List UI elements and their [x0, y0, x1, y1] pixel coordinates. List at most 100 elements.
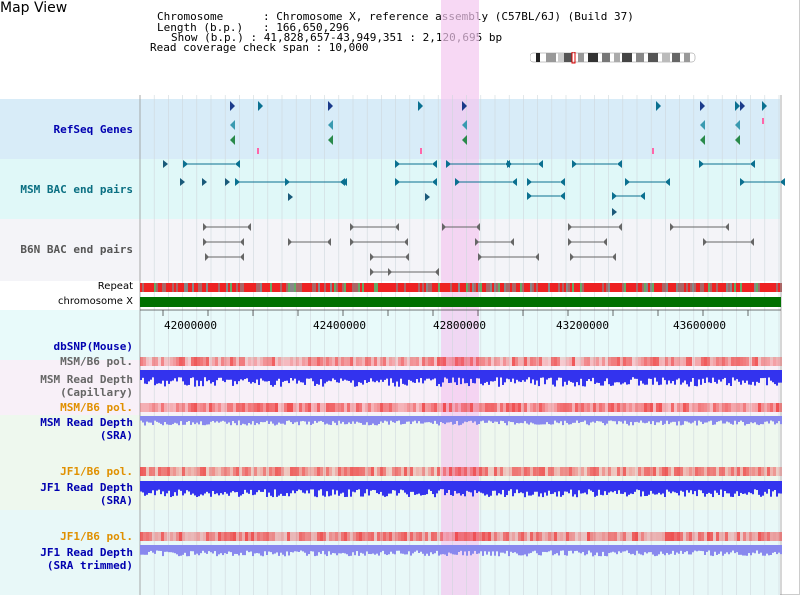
pol-heat-cell: [623, 532, 626, 541]
read-depth-bar: [266, 481, 268, 497]
repeat-segment: [494, 283, 496, 292]
pol-heat-cell: [434, 532, 437, 541]
pol-heat-cell: [251, 403, 254, 412]
read-depth-bar: [356, 416, 358, 422]
read-depth-bar: [772, 481, 774, 492]
pol-heat-cell: [431, 357, 434, 366]
read-depth-bar: [458, 370, 460, 378]
pol-heat-cell: [560, 403, 563, 412]
repeat-segment: [362, 283, 364, 292]
msm-bac-label[interactable]: MSM BAC end pairs: [20, 183, 133, 196]
pol-heat-cell: [305, 532, 308, 541]
pol-heat-cell: [518, 467, 521, 476]
pol-heat-cell: [557, 403, 560, 412]
pol-heat-cell: [224, 467, 227, 476]
pol-heat-cell: [470, 532, 473, 541]
read-depth-bar: [628, 370, 630, 385]
b6n-bac-label[interactable]: B6N BAC end pairs: [20, 243, 133, 256]
read-depth-bar: [386, 481, 388, 497]
pol-heat-cell: [200, 532, 203, 541]
repeat-segment: [338, 283, 340, 292]
read-depth-bar: [750, 416, 752, 423]
pol-heat-cell: [293, 532, 296, 541]
read-depth-bar: [518, 370, 520, 382]
msm-b6-pol-label-2[interactable]: MSM/B6 pol.: [60, 401, 133, 414]
read-depth-bar: [484, 481, 486, 496]
repeat-segment: [566, 283, 568, 292]
jf1-depth-sra-label[interactable]: JF1 Read Depth (SRA): [40, 481, 133, 507]
read-depth-bar: [640, 416, 642, 421]
pol-heat-cell: [302, 357, 305, 366]
pol-heat-cell: [749, 403, 752, 412]
read-depth-bar: [290, 481, 292, 494]
jf1-b6-pol-label-1[interactable]: JF1/B6 pol.: [60, 465, 133, 478]
read-depth-bar: [756, 545, 758, 551]
refseq-label[interactable]: RefSeq Genes: [53, 123, 133, 136]
pol-heat-cell: [689, 357, 692, 366]
pol-heat-cell: [302, 467, 305, 476]
pol-heat-cell: [491, 532, 494, 541]
repeat-segment: [252, 283, 254, 292]
repeat-segment: [388, 283, 390, 292]
read-depth-bar: [380, 481, 382, 492]
read-depth-bar: [774, 416, 776, 425]
read-depth-bar: [768, 545, 770, 556]
repeat-segment: [662, 283, 664, 292]
read-depth-bar: [450, 416, 452, 422]
read-depth-bar: [472, 416, 474, 423]
b6n-bac-end: [476, 223, 480, 231]
jf1-b6-pol-label-2[interactable]: JF1/B6 pol.: [60, 530, 133, 543]
pol-heat-cell: [632, 467, 635, 476]
pol-heat-cell: [743, 403, 746, 412]
pol-heat-cell: [326, 532, 329, 541]
repeat-segment: [328, 283, 330, 292]
read-depth-bar: [160, 545, 162, 551]
read-depth-bar: [768, 481, 770, 490]
read-depth-bar: [616, 416, 618, 425]
read-depth-bar: [722, 545, 724, 556]
repeat-segment: [356, 283, 358, 292]
pol-heat-cell: [407, 532, 410, 541]
read-depth-bar: [540, 416, 542, 425]
read-depth-bar: [628, 416, 630, 426]
read-depth-bar: [728, 481, 730, 494]
pol-heat-cell: [734, 532, 737, 541]
pol-heat-cell: [698, 403, 701, 412]
chromosome-ideogram[interactable]: [530, 52, 696, 64]
read-depth-bar: [178, 545, 180, 557]
pol-heat-cell: [767, 357, 770, 366]
read-depth-bar: [646, 370, 648, 385]
jf1-depth-trim-label[interactable]: JF1 Read Depth (SRA trimmed): [40, 546, 133, 572]
read-depth-bar: [554, 545, 556, 555]
pol-heat-cell: [596, 403, 599, 412]
msm-depth-sra-label[interactable]: MSM Read Depth (SRA): [40, 416, 133, 442]
read-depth-bar: [262, 545, 264, 557]
read-depth-bar: [672, 545, 674, 551]
msm-b6-pol-label-1[interactable]: MSM/B6 pol.: [60, 355, 133, 368]
read-depth-bar: [452, 416, 454, 425]
repeat-segment: [542, 283, 544, 292]
pol-heat-cell: [314, 403, 317, 412]
pol-heat-cell: [767, 403, 770, 412]
pol-heat-cell: [290, 532, 293, 541]
msm-depth-cap-label[interactable]: MSM Read Depth (Capillary): [40, 373, 133, 399]
read-depth-bar: [194, 416, 196, 425]
pol-heat-cell: [509, 357, 512, 366]
dbsnp-label[interactable]: dbSNP(Mouse): [53, 340, 133, 353]
read-depth-bar: [464, 416, 466, 422]
read-depth-bar: [360, 545, 362, 553]
read-depth-bar: [458, 481, 460, 494]
pol-heat-cell: [407, 357, 410, 366]
read-depth-bar: [242, 416, 244, 424]
repeat-segment: [296, 283, 298, 292]
pol-heat-cell: [374, 403, 377, 412]
read-depth-bar: [616, 370, 618, 383]
b6n-bac-end: [535, 253, 539, 261]
pol-heat-cell: [635, 467, 638, 476]
read-depth-bar: [332, 416, 334, 422]
read-depth-bar: [288, 481, 290, 497]
read-depth-bar: [368, 481, 370, 496]
pol-heat-cell: [512, 467, 515, 476]
read-depth-bar: [364, 481, 366, 494]
